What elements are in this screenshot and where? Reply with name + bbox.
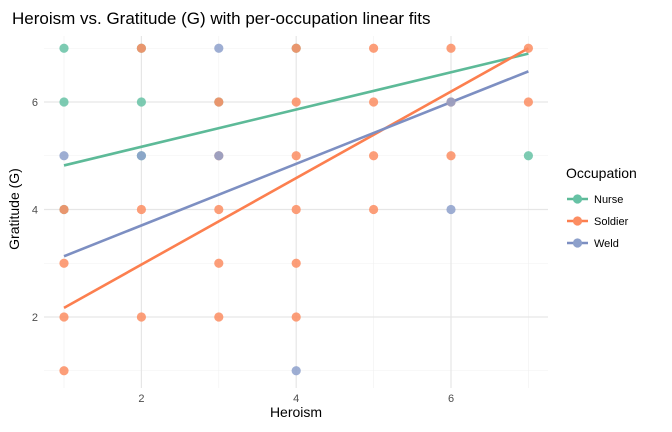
data-point-soldier: [446, 43, 456, 53]
x-axis-label: Heroism: [270, 404, 322, 420]
fit-line-nurse: [63, 52, 529, 167]
x-tick-label: 2: [138, 393, 144, 405]
legend-label-weld: Weld: [594, 238, 619, 250]
data-point-soldier: [291, 151, 301, 161]
data-point-nurse: [59, 43, 69, 53]
data-point-weld: [59, 151, 69, 161]
data-point-soldier: [59, 366, 69, 376]
data-point-soldier: [291, 258, 301, 268]
y-tick-label: 4: [32, 205, 38, 217]
data-point-soldier: [214, 258, 224, 268]
data-point-soldier: [369, 97, 379, 107]
legend-key-weld: [572, 238, 583, 248]
data-point-soldier: [291, 43, 301, 53]
data-point-nurse: [136, 97, 146, 107]
data-point-soldier: [59, 258, 69, 268]
y-tick-label: 2: [32, 312, 38, 324]
data-point-soldier: [523, 97, 534, 107]
legend-label-soldier: Soldier: [594, 216, 629, 228]
data-point-soldier: [59, 204, 69, 215]
data-point-soldier: [291, 312, 301, 322]
data-point-soldier: [214, 312, 224, 322]
data-point-soldier: [214, 97, 224, 107]
y-tick-label: 6: [32, 97, 38, 109]
legend-key-nurse: [572, 194, 583, 204]
fit-line-soldier: [63, 47, 530, 309]
data-point-weld: [214, 43, 224, 53]
data-point-soldier: [136, 312, 146, 322]
data-point-soldier: [136, 43, 146, 53]
x-tick-label: 6: [448, 393, 454, 405]
data-point-soldier: [136, 204, 146, 215]
chart-title: Heroism vs. Gratitude (G) with per-occup…: [12, 9, 431, 28]
data-point-soldier: [59, 312, 69, 322]
data-point-weld: [291, 366, 301, 376]
data-point-soldier: [214, 204, 224, 215]
legend-key-soldier: [572, 216, 583, 226]
legend-label-nurse: Nurse: [594, 194, 623, 206]
data-point-soldier: [369, 151, 379, 161]
data-point-weld: [446, 204, 456, 215]
data-point-soldier: [369, 204, 379, 215]
data-point-nurse: [59, 97, 69, 107]
data-point-soldier: [523, 43, 534, 53]
data-point-nurse: [523, 151, 534, 161]
data-point-soldier: [369, 43, 379, 53]
data-point-soldier: [291, 204, 301, 215]
data-point-weld: [214, 151, 224, 161]
data-point-weld: [136, 151, 146, 161]
legend-title: Occupation: [566, 165, 637, 181]
data-point-weld: [446, 97, 456, 107]
y-axis-label: Gratitude (G): [6, 168, 22, 250]
data-point-soldier: [291, 97, 301, 107]
x-tick-label: 4: [293, 393, 299, 405]
data-point-soldier: [446, 151, 456, 161]
